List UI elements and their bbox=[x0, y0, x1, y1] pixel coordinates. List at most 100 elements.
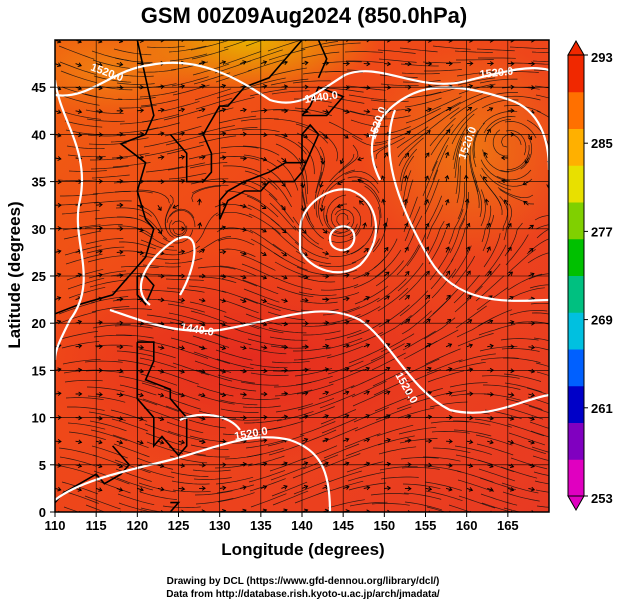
streamline bbox=[92, 324, 131, 329]
wind-arrow bbox=[55, 320, 61, 324]
wind-arrow-head bbox=[283, 391, 289, 397]
wind-arrow-head bbox=[466, 128, 471, 133]
wind-arrow-head bbox=[486, 128, 491, 133]
wind-arrow-head bbox=[57, 367, 62, 373]
streamline bbox=[189, 301, 227, 313]
wind-arrow-head bbox=[365, 343, 371, 348]
streamline bbox=[294, 489, 331, 504]
wind-arrow bbox=[260, 109, 267, 112]
wind-arrow bbox=[75, 273, 82, 277]
streamline bbox=[508, 287, 545, 300]
wind-arrow bbox=[384, 415, 391, 419]
streamline bbox=[425, 348, 461, 365]
wind-arrow-head bbox=[57, 486, 62, 492]
wind-arrow bbox=[322, 134, 328, 139]
streamline bbox=[321, 417, 357, 434]
streamline bbox=[380, 333, 415, 353]
streamline bbox=[478, 468, 516, 482]
streamline bbox=[222, 165, 261, 173]
contour-line bbox=[328, 225, 356, 252]
wind-arrow-head bbox=[263, 438, 268, 443]
streamline bbox=[168, 172, 207, 180]
wind-arrow-head bbox=[427, 107, 432, 112]
streamline bbox=[117, 216, 153, 228]
streamline bbox=[401, 72, 440, 75]
wind-arrow-head bbox=[366, 61, 371, 67]
colorbar-min-arrow bbox=[567, 495, 585, 512]
contour-line bbox=[55, 61, 549, 104]
wind-arrow-head bbox=[489, 343, 494, 349]
streamline bbox=[428, 230, 447, 265]
streamline bbox=[60, 330, 99, 340]
wind-arrow-head bbox=[427, 40, 433, 43]
streamline bbox=[60, 70, 97, 84]
streamline bbox=[401, 170, 412, 208]
wind-arrow bbox=[466, 128, 470, 135]
contour-line bbox=[139, 236, 196, 306]
wind-arrow bbox=[486, 246, 491, 253]
wind-arrow-head bbox=[445, 246, 450, 251]
streamline bbox=[215, 476, 254, 485]
streamline bbox=[219, 399, 258, 406]
wind-arrow bbox=[522, 181, 529, 185]
wind-arrow-head bbox=[529, 247, 534, 253]
streamline bbox=[269, 202, 297, 231]
wind-arrow-head bbox=[427, 414, 433, 420]
wind-arrow bbox=[240, 157, 247, 160]
colorbar-segment bbox=[568, 238, 584, 276]
streamline bbox=[454, 50, 493, 53]
wind-arrow bbox=[198, 322, 205, 326]
streamline bbox=[138, 348, 176, 359]
streamline bbox=[272, 243, 306, 264]
wind-arrow bbox=[198, 222, 201, 229]
streamline bbox=[111, 418, 148, 432]
streamline bbox=[93, 75, 132, 83]
wind-arrow-head bbox=[160, 84, 165, 90]
wind-arrow bbox=[363, 272, 370, 277]
wind-arrow bbox=[548, 251, 549, 253]
wind-arrow-head bbox=[263, 368, 268, 374]
wind-arrow-head bbox=[403, 175, 409, 180]
wind-arrow bbox=[404, 247, 409, 253]
wind-arrow-head bbox=[489, 487, 494, 492]
wind-arrow bbox=[445, 199, 449, 206]
wind-arrow bbox=[404, 223, 408, 229]
wind-arrow bbox=[260, 299, 267, 303]
wind-arrow-head bbox=[303, 251, 308, 257]
wind-arrow-head bbox=[489, 61, 495, 66]
contour-line bbox=[55, 436, 332, 512]
wind-arrow-head bbox=[119, 273, 124, 278]
wind-arrow bbox=[96, 393, 103, 396]
wind-arrow-head bbox=[530, 85, 536, 90]
x-tick-label: 125 bbox=[168, 518, 190, 533]
wind-arrow bbox=[75, 63, 82, 67]
wind-arrow bbox=[487, 320, 493, 324]
wind-arrow-head bbox=[201, 107, 206, 113]
streamline bbox=[353, 268, 387, 289]
wind-arrow-head bbox=[222, 485, 227, 491]
wind-arrow-head bbox=[98, 179, 104, 184]
wind-arrow-head bbox=[405, 152, 410, 157]
streamline bbox=[347, 85, 386, 91]
streamline bbox=[377, 287, 409, 312]
streamline bbox=[61, 209, 100, 215]
streamline bbox=[380, 476, 419, 480]
wind-arrow-head bbox=[160, 510, 164, 512]
streamline bbox=[218, 248, 256, 258]
coastline bbox=[301, 86, 345, 117]
streamline bbox=[402, 483, 441, 490]
wind-arrow-head bbox=[242, 368, 247, 374]
streamline bbox=[346, 322, 382, 339]
wind-arrow-head bbox=[201, 462, 206, 468]
streamline bbox=[243, 154, 279, 169]
streamline bbox=[451, 113, 475, 145]
wind-arrow bbox=[466, 487, 473, 491]
streamline bbox=[293, 225, 324, 250]
streamline bbox=[240, 118, 279, 122]
streamline bbox=[532, 321, 549, 325]
wind-arrow bbox=[116, 298, 123, 301]
wind-arrow-head bbox=[242, 251, 247, 256]
wind-arrow bbox=[404, 63, 411, 65]
wind-arrow-head bbox=[407, 107, 412, 113]
streamline bbox=[456, 319, 491, 338]
